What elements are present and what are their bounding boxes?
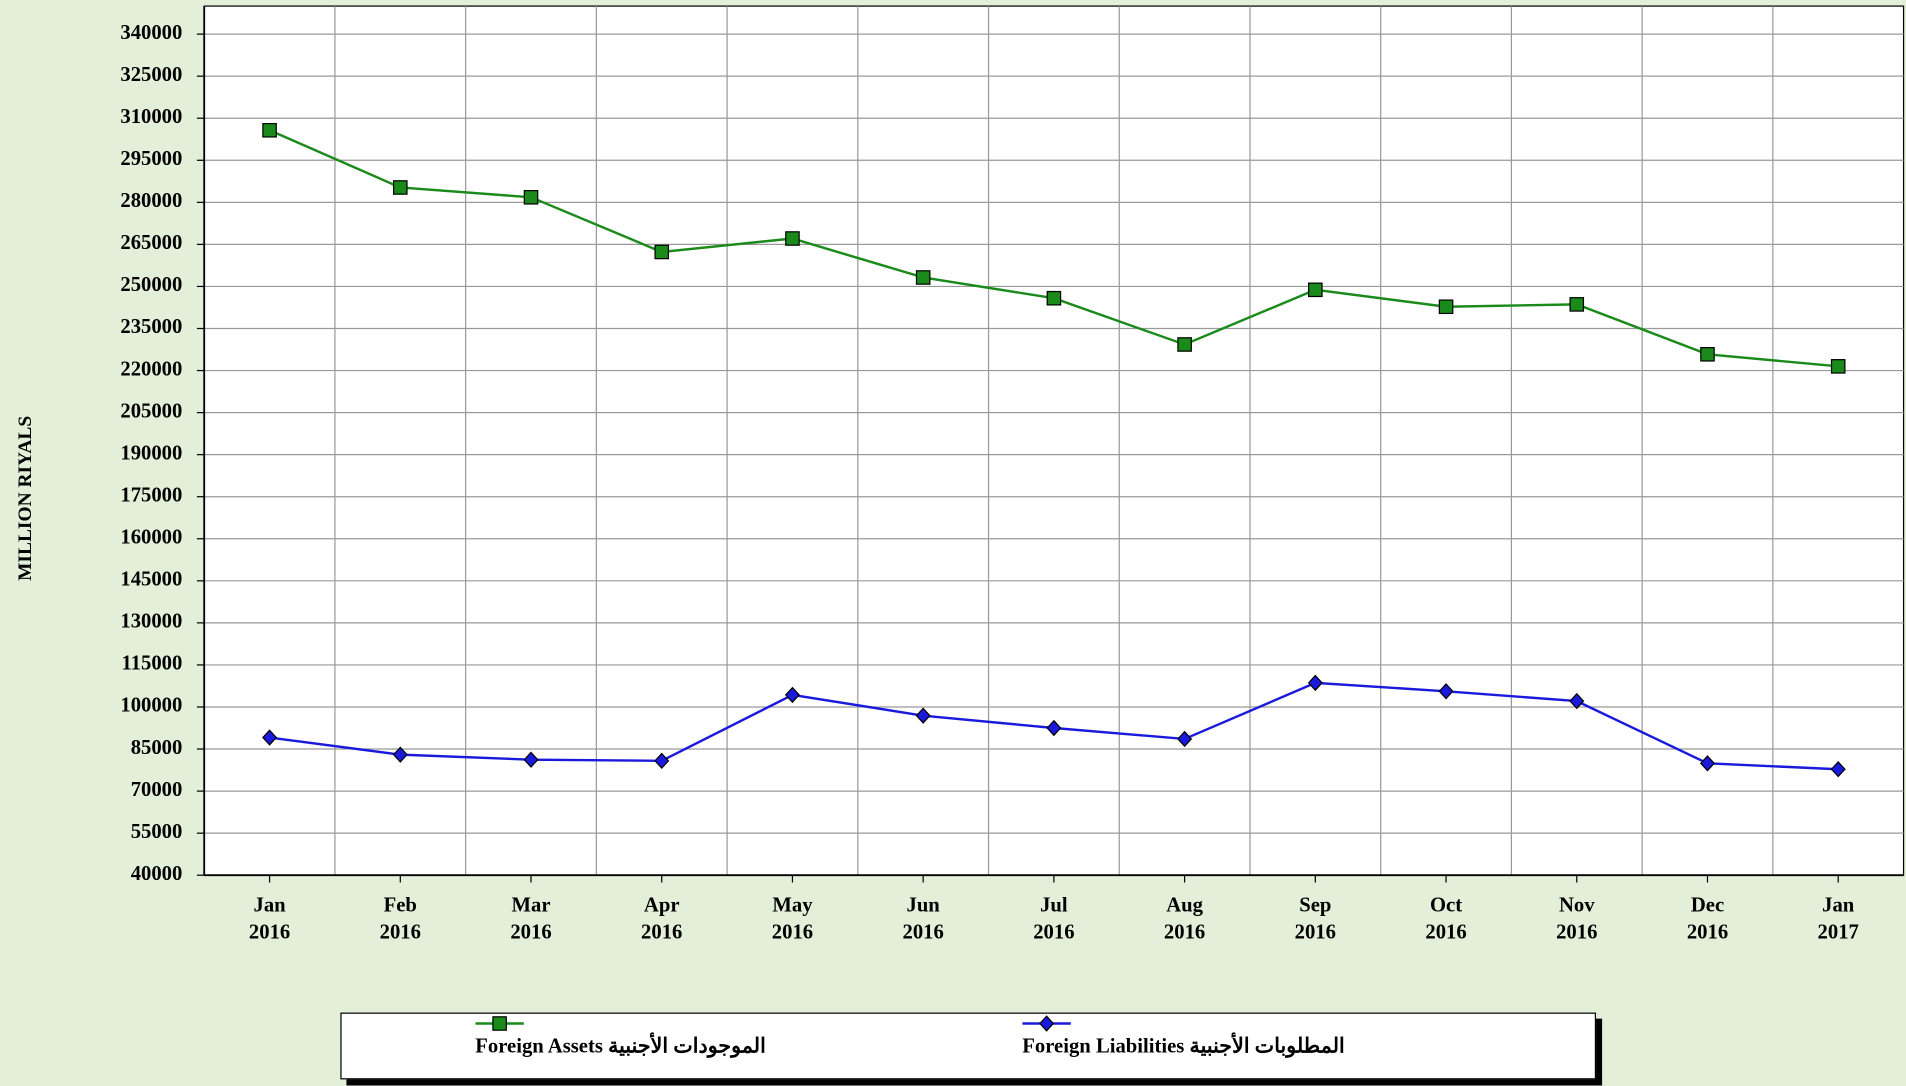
- data-point: [1307, 674, 1323, 692]
- legend-item: Foreign Assets الموجودات الأجنبية: [475, 1014, 766, 1078]
- y-tick-label: 55000: [131, 821, 183, 843]
- plot-area: [203, 5, 1905, 876]
- data-point: [784, 686, 800, 704]
- data-point: [262, 729, 278, 746]
- data-point: [523, 189, 539, 205]
- x-tick-label: May 2016: [771, 893, 814, 944]
- data-point: [392, 746, 408, 763]
- y-tick-label: 145000: [120, 569, 182, 591]
- y-tick-label: 40000: [131, 863, 183, 885]
- x-tick-label: Jan 2016: [248, 893, 291, 944]
- y-tick-label: 160000: [120, 527, 182, 549]
- data-point: [1438, 299, 1454, 315]
- legend-item: Foreign Liabilities المطلوبات الأجنبية: [1022, 1014, 1345, 1078]
- data-point: [1046, 290, 1062, 306]
- data-point: [1830, 359, 1846, 374]
- y-tick-label: 280000: [120, 190, 182, 212]
- data-point: [1177, 337, 1192, 352]
- y-tick-label: 250000: [120, 274, 182, 296]
- data-point: [785, 231, 800, 246]
- y-tick-label: 295000: [120, 148, 182, 170]
- x-tick-label: Jun 2016: [902, 893, 944, 944]
- x-tick-label: Oct 2016: [1425, 893, 1467, 944]
- data-point: [1569, 692, 1585, 710]
- y-tick-label: 85000: [131, 737, 183, 759]
- data-point: [392, 180, 408, 195]
- y-axis-label: MILLION RIYALS: [15, 416, 36, 581]
- legend-label: Foreign Liabilities المطلوبات الأجنبية: [1022, 1033, 1345, 1057]
- y-tick-label: 235000: [120, 316, 182, 338]
- data-point: [1046, 719, 1062, 737]
- data-point: [262, 122, 277, 138]
- data-point: [1830, 761, 1846, 778]
- data-point: [654, 244, 670, 260]
- data-point: [523, 751, 539, 768]
- x-tick-label: Nov 2016: [1556, 893, 1598, 944]
- data-point: [1308, 282, 1323, 298]
- y-tick-label: 220000: [120, 358, 182, 380]
- legend-marker: [1039, 1015, 1055, 1032]
- data-point: [1438, 683, 1454, 700]
- y-tick-label: 340000: [120, 22, 182, 44]
- data-point: [1569, 297, 1585, 312]
- y-tick-label: 115000: [121, 653, 182, 675]
- y-tick-label: 130000: [120, 611, 182, 633]
- data-point: [654, 752, 670, 770]
- legend-swatch: [475, 1016, 524, 1031]
- y-tick-label: 100000: [120, 695, 182, 717]
- x-tick-label: Feb 2016: [379, 893, 421, 944]
- legend-marker: [492, 1016, 507, 1031]
- y-tick-label: 205000: [120, 400, 182, 422]
- legend: Foreign Assets الموجودات الأجنبية Foreign…: [340, 1012, 1597, 1080]
- legend-swatch: [1022, 1015, 1071, 1032]
- x-tick-label: Mar 2016: [510, 893, 552, 944]
- data-point: [1177, 730, 1193, 748]
- legend-label: Foreign Assets الموجودات الأجنبية: [475, 1033, 766, 1057]
- x-tick-label: Aug 2016: [1163, 893, 1206, 944]
- data-point: [915, 270, 931, 285]
- x-tick-label: Apr 2016: [641, 893, 683, 944]
- x-tick-label: Dec 2016: [1686, 893, 1729, 944]
- data-point: [1700, 346, 1715, 362]
- x-tick-label: Jul 2016: [1033, 893, 1075, 944]
- y-tick-label: 310000: [120, 106, 182, 128]
- y-tick-label: 265000: [120, 232, 182, 254]
- y-tick-label: 325000: [120, 64, 182, 86]
- data-point: [915, 707, 931, 724]
- x-tick-label: Jan 2017: [1817, 893, 1859, 944]
- x-tick-label: Sep 2016: [1294, 893, 1336, 944]
- y-tick-label: 70000: [131, 779, 183, 801]
- y-tick-label: 175000: [120, 484, 182, 506]
- y-tick-label: 190000: [120, 442, 182, 464]
- data-point: [1699, 755, 1715, 772]
